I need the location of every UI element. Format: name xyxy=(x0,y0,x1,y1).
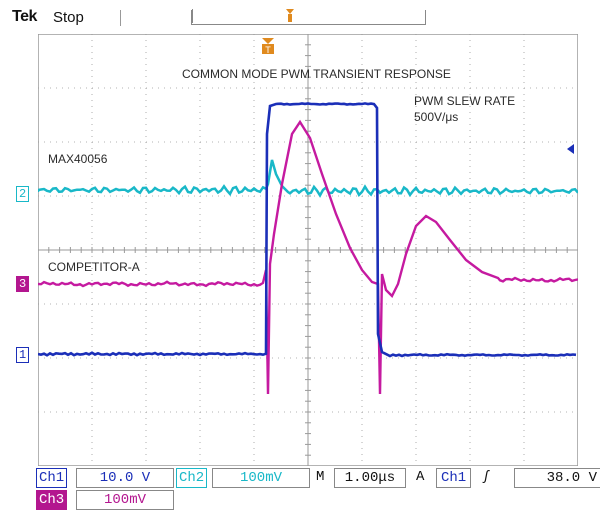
ch1-waveform xyxy=(38,102,577,358)
ch1-scale[interactable]: 10.0 V xyxy=(76,468,174,488)
trigger-mode: A xyxy=(416,469,425,485)
brand-logo: Tek xyxy=(12,8,37,25)
top-bar: Tek Stop xyxy=(0,0,600,34)
plot-title: COMMON MODE PWM TRANSIENT RESPONSE xyxy=(182,67,451,81)
trigger-source[interactable]: Ch1 xyxy=(436,468,472,488)
ch2-ground-marker[interactable]: 2 xyxy=(16,186,30,202)
ch3-ground-marker[interactable]: 3 xyxy=(16,276,30,292)
waveform-plot: T xyxy=(38,34,578,466)
trigger-level[interactable]: 38.0 V xyxy=(514,468,600,488)
ch3-scale[interactable]: 100mV xyxy=(76,490,174,510)
trigger-level-arrow-icon xyxy=(567,144,574,154)
record-view-bar xyxy=(191,9,426,25)
ch2-label[interactable]: Ch2 xyxy=(176,468,208,488)
status-bar: Ch1 10.0 V Ch2 100mV M 1.00μs A Ch1 ʃ 38… xyxy=(36,468,600,516)
ch2-waveform xyxy=(38,159,578,198)
timebase-label: M xyxy=(316,469,325,485)
ch1-ground-marker[interactable]: 1 xyxy=(16,347,30,363)
slew-rate-label: PWM SLEW RATE xyxy=(414,94,516,108)
timebase-scale[interactable]: 1.00μs xyxy=(334,468,406,488)
slew-rate-value: 500V/μs xyxy=(414,110,459,124)
competitor-label: COMPETITOR-A xyxy=(48,260,140,274)
scope-display: T xyxy=(38,34,578,466)
trigger-marker-icon: T xyxy=(262,38,274,55)
graticule xyxy=(38,34,578,466)
trigger-edge-icon[interactable]: ʃ xyxy=(482,469,491,485)
ch2-scale[interactable]: 100mV xyxy=(212,468,310,488)
divider xyxy=(120,10,121,26)
trigger-position-icon xyxy=(286,9,294,22)
max40056-label: MAX40056 xyxy=(48,152,108,166)
run-state: Stop xyxy=(53,9,84,26)
ch1-label[interactable]: Ch1 xyxy=(36,468,68,488)
svg-text:T: T xyxy=(265,45,271,55)
ch3-label[interactable]: Ch3 xyxy=(36,490,68,510)
ch3-waveform xyxy=(38,119,578,395)
